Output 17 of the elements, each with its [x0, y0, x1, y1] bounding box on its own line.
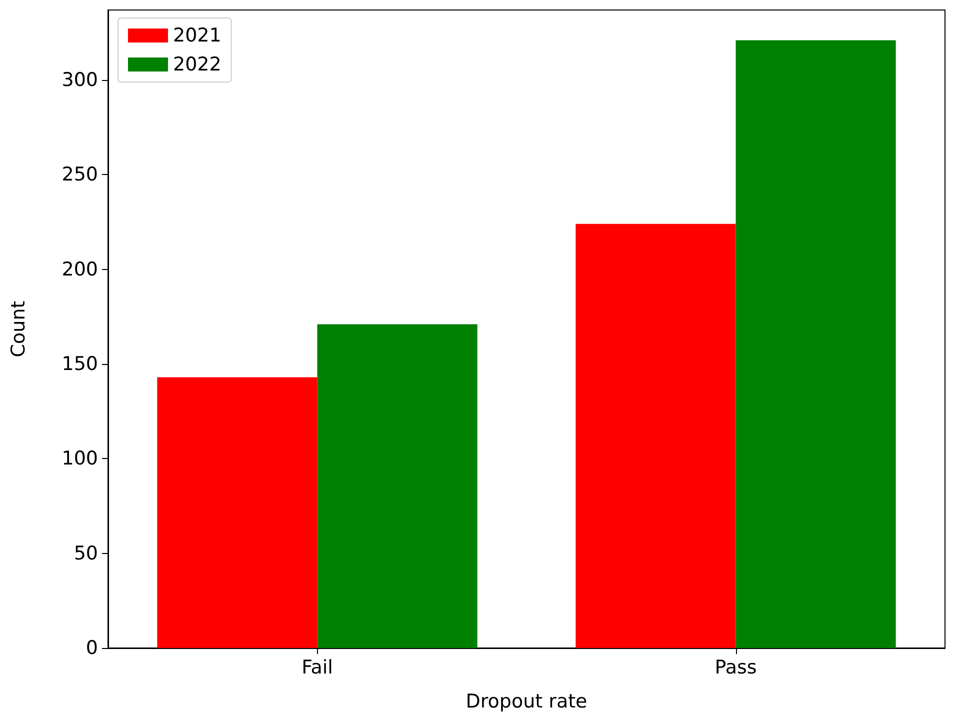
y-tick-label: 250 — [62, 164, 98, 186]
bar — [317, 324, 478, 648]
x-tick-label: Pass — [714, 656, 757, 678]
y-tick-label: 150 — [62, 353, 98, 376]
y-tick-label: 200 — [62, 258, 98, 280]
bar — [736, 40, 896, 648]
legend-label: 2021 — [173, 24, 222, 46]
y-tick-label: 0 — [86, 637, 98, 659]
x-tick-label: Fail — [302, 656, 333, 678]
bar — [157, 377, 318, 648]
y-tick-label: 50 — [74, 542, 98, 564]
x-axis-title: Dropout rate — [466, 690, 588, 712]
legend-label: 2022 — [173, 54, 222, 76]
y-tick-label: 100 — [62, 448, 98, 470]
y-tick-label: 300 — [62, 69, 98, 92]
bar — [576, 224, 736, 648]
y-axis-title: Count — [8, 300, 30, 358]
